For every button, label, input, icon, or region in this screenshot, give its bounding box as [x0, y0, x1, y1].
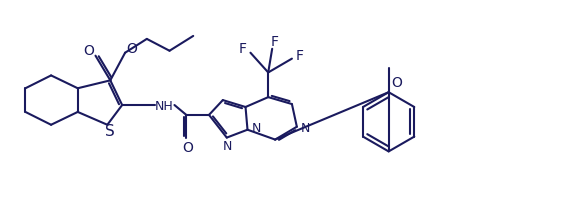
Text: N: N [301, 122, 311, 135]
Text: F: F [296, 49, 304, 63]
Text: N: N [252, 122, 261, 135]
Text: O: O [391, 76, 402, 90]
Text: NH: NH [155, 100, 174, 113]
Text: F: F [239, 42, 247, 56]
Text: F: F [270, 35, 278, 49]
Text: O: O [127, 42, 138, 56]
Text: N: N [223, 140, 232, 153]
Text: S: S [106, 124, 115, 139]
Text: O: O [182, 141, 193, 155]
Text: O: O [83, 44, 94, 58]
